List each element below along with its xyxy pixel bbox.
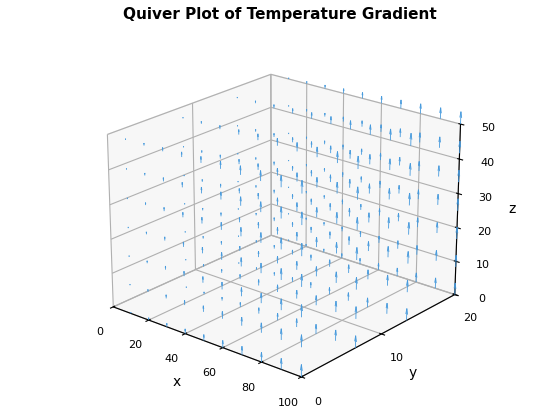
- Title: Quiver Plot of Temperature Gradient: Quiver Plot of Temperature Gradient: [123, 7, 437, 22]
- X-axis label: x: x: [173, 375, 181, 389]
- Y-axis label: y: y: [409, 365, 417, 380]
